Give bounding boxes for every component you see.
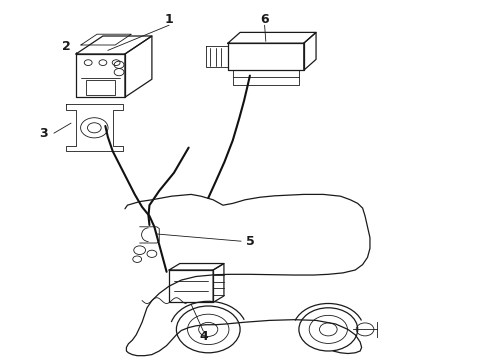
Text: 4: 4 [199, 330, 208, 343]
Text: 2: 2 [62, 40, 71, 53]
Text: 3: 3 [39, 127, 48, 140]
Text: 6: 6 [260, 13, 269, 26]
Text: 1: 1 [165, 13, 173, 26]
Bar [86, 80, 115, 95]
Text: 5: 5 [245, 235, 254, 248]
